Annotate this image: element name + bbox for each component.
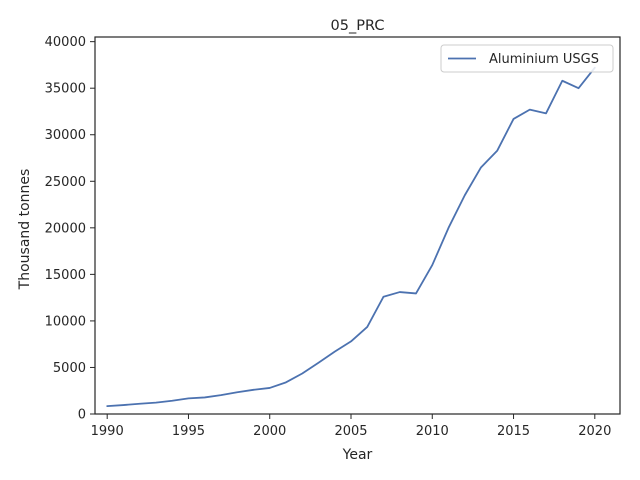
legend-box <box>440 44 614 73</box>
chart-title: 05_PRC <box>331 18 385 34</box>
legend-label: Aluminium USGS <box>489 52 599 67</box>
x-axis-label: Year <box>342 447 373 463</box>
y-tick-label: 30000 <box>45 128 86 143</box>
x-tick-label: 1995 <box>172 424 205 439</box>
series-line-aluminium-usgs <box>106 66 596 407</box>
ticks: 1990 1995 2000 2005 2010 2015 2020 0 5000 10000 15… <box>45 35 612 439</box>
x-tick-label: 1990 <box>91 424 124 439</box>
x-tick-label: 2000 <box>253 424 286 439</box>
x-tick-label: 2015 <box>497 424 530 439</box>
series <box>106 66 596 407</box>
y-tick-label: 35000 <box>45 82 86 97</box>
plot-frame <box>94 36 621 415</box>
x-tick-label: 2020 <box>578 424 611 439</box>
y-tick-label: 20000 <box>45 221 86 236</box>
axes <box>94 36 621 415</box>
y-tick-label: 5000 <box>53 361 86 376</box>
y-tick-label: 25000 <box>45 175 86 190</box>
legend: Aluminium USGS <box>440 44 614 73</box>
y-tick-label: 0 <box>78 408 86 423</box>
x-tick-label: 2005 <box>334 424 367 439</box>
y-tick-label: 10000 <box>45 314 86 329</box>
y-axis-label: Thousand tonnes <box>17 169 33 291</box>
y-tick-label: 15000 <box>45 268 86 283</box>
y-tick-label: 40000 <box>45 35 86 50</box>
x-tick-label: 2010 <box>416 424 449 439</box>
